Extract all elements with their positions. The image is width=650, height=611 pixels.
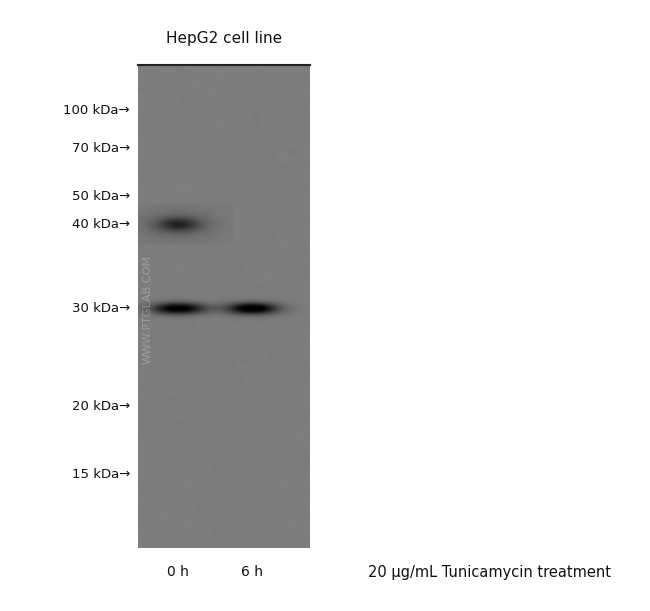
Text: 40 kDa→: 40 kDa→ — [72, 218, 130, 230]
Text: 30 kDa→: 30 kDa→ — [72, 301, 130, 315]
Text: 100 kDa→: 100 kDa→ — [64, 103, 130, 117]
Text: 0 h: 0 h — [167, 565, 189, 579]
Text: 50 kDa→: 50 kDa→ — [72, 189, 130, 202]
Text: 15 kDa→: 15 kDa→ — [72, 467, 130, 480]
Text: HepG2 cell line: HepG2 cell line — [166, 31, 282, 45]
Text: 20 μg/mL Tunicamycin treatment: 20 μg/mL Tunicamycin treatment — [369, 565, 612, 579]
Text: 6 h: 6 h — [241, 565, 263, 579]
Text: 20 kDa→: 20 kDa→ — [72, 400, 130, 412]
Text: 70 kDa→: 70 kDa→ — [72, 142, 130, 155]
Text: WWW.PTGLAB.COM: WWW.PTGLAB.COM — [143, 255, 153, 365]
